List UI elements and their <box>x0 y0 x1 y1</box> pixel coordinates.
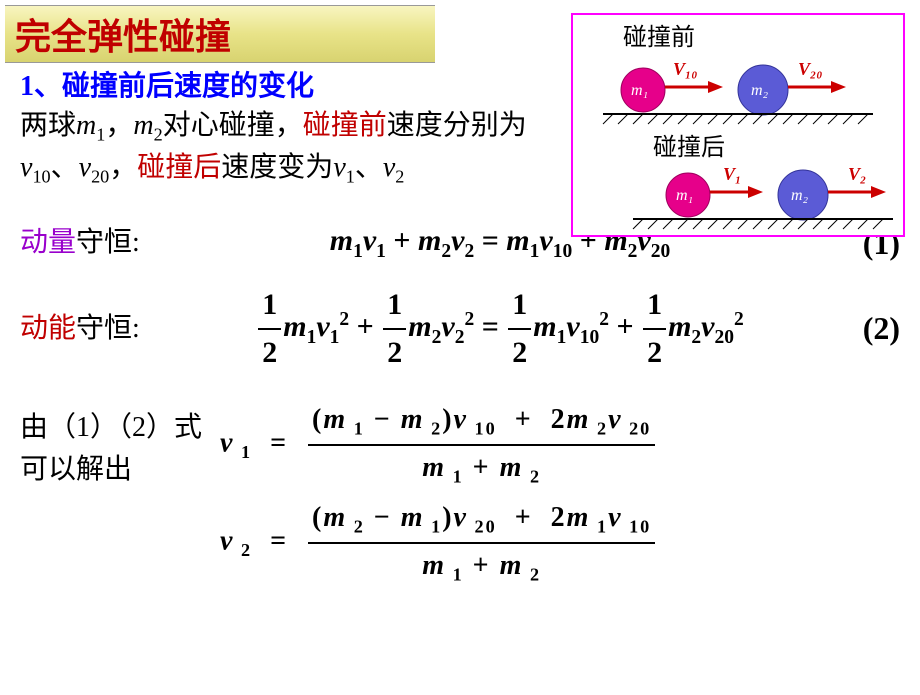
hatch-before <box>603 114 868 124</box>
solve-label: 由（1）（2）式 可以解出 <box>20 392 220 491</box>
eq2-num: (2) <box>840 306 900 351</box>
m2-label-before: m₂ <box>751 82 769 99</box>
m1s: 1 <box>96 125 105 145</box>
section-num: 1、 <box>20 71 62 102</box>
v20: v <box>79 152 91 183</box>
m2: m <box>133 110 153 141</box>
e2a: 动能 <box>20 313 76 344</box>
v10: v <box>20 152 32 183</box>
m1-label-before: m₁ <box>631 82 648 99</box>
e2b: 守恒: <box>76 313 140 344</box>
arrow-v2-head <box>871 186 886 198</box>
t5: 速度分别为 <box>387 110 527 141</box>
arrow-v1-head <box>748 186 763 198</box>
t9: 速度变为 <box>221 152 333 183</box>
v1: v <box>333 152 345 183</box>
m2s: 2 <box>154 125 163 145</box>
s1: 由（1）（2）式 <box>20 412 202 443</box>
t4: 碰撞前 <box>303 110 387 141</box>
page-title: 完全弹性碰撞 <box>15 16 231 57</box>
v2-label: V₂ <box>848 164 866 184</box>
label-before: 碰撞前 <box>623 24 695 51</box>
t2: ， <box>105 110 133 141</box>
energy-formula: 12m1v12 + 12m2v22 = 12m1v102 + 12m2v202 <box>160 284 840 374</box>
s2: 可以解出 <box>20 454 132 485</box>
m2-label-after: m₂ <box>791 187 809 204</box>
desc-line1: 两球m1，m2对心碰撞，碰撞前速度分别为v10、v20，碰撞后速度变为v1、v2 <box>20 106 560 190</box>
t6: 、 <box>51 152 79 183</box>
v2-solution: v 2 = (m 2 − m 1)v 20 + 2m 1v 10 m 1 + m… <box>220 498 900 588</box>
solution-block: 由（1）（2）式 可以解出 v 1 = (m 1 − m 2)v 10 + 2m… <box>20 392 900 596</box>
v1-label: V₁ <box>723 164 741 184</box>
v1-solution: v 1 = (m 1 − m 2)v 10 + 2m 2v 20 m 1 + m… <box>220 400 900 490</box>
t8: 碰撞后 <box>137 152 221 183</box>
section-title: 碰撞前后速度的变化 <box>62 71 314 102</box>
e1b: 守恒: <box>76 227 140 258</box>
hatch-after <box>633 219 883 229</box>
t10: 、 <box>355 152 383 183</box>
energy-equation: 动能守恒: 12m1v12 + 12m2v22 = 12m1v102 + 12m… <box>20 284 900 374</box>
v20-label: V₂₀ <box>798 59 823 79</box>
v2: v <box>383 152 395 183</box>
v2s: 2 <box>395 167 404 187</box>
arrow-v10-head <box>708 81 723 93</box>
label-after: 碰撞后 <box>653 134 725 161</box>
v10-label: V₁₀ <box>673 59 698 79</box>
solve-equations: v 1 = (m 1 − m 2)v 10 + 2m 2v 20 m 1 + m… <box>220 392 900 596</box>
v10s: 10 <box>32 167 50 187</box>
t3: 对心碰撞， <box>163 110 303 141</box>
energy-label: 动能守恒: <box>20 309 160 348</box>
m1-label-after: m₁ <box>676 187 693 204</box>
v1s: 1 <box>346 167 355 187</box>
diagram-svg: 碰撞前 m₁ V₁₀ m₂ V₂₀ 碰撞后 m₁ V₁ m₂ <box>573 15 903 235</box>
t1: 两球 <box>20 110 76 141</box>
e1a: 动量 <box>20 227 76 258</box>
title-bar: 完全弹性碰撞 <box>5 5 435 63</box>
t7: ， <box>109 152 137 183</box>
v20s: 20 <box>91 167 109 187</box>
collision-diagram: 碰撞前 m₁ V₁₀ m₂ V₂₀ 碰撞后 m₁ V₁ m₂ <box>571 13 905 237</box>
momentum-label: 动量守恒: <box>20 223 160 262</box>
arrow-v20-head <box>831 81 846 93</box>
m1: m <box>76 110 96 141</box>
